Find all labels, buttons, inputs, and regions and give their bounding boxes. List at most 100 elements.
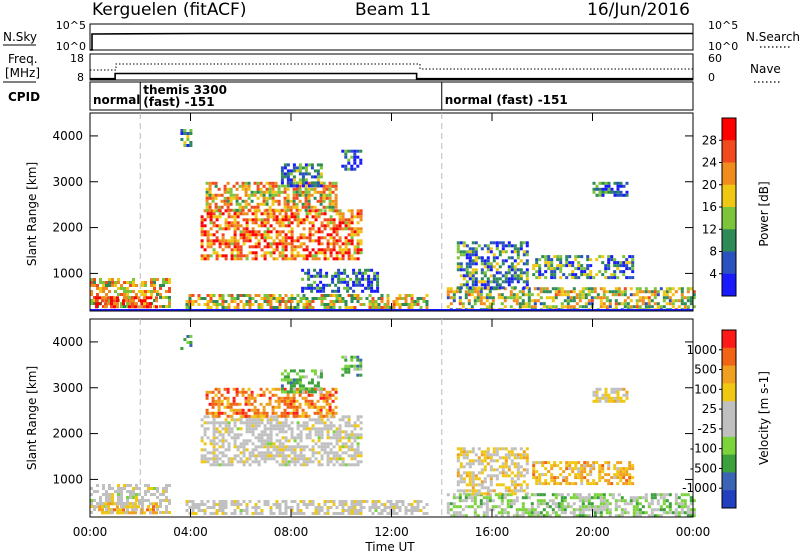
heatmap-cell (221, 509, 225, 512)
heatmap-cell (257, 418, 261, 422)
heatmap-cell (347, 239, 351, 243)
heatmap-cell (338, 512, 342, 515)
heatmap-cell (329, 242, 333, 246)
heatmap-cell (310, 175, 314, 179)
heatmap-cell (516, 474, 520, 478)
heatmap-cell (577, 470, 581, 474)
heatmap-cell (308, 227, 312, 231)
heatmap-cell (111, 499, 114, 502)
heatmap-cell (349, 277, 353, 281)
heatmap-cell (99, 278, 102, 281)
heatmap-cell (513, 465, 517, 469)
heatmap-cell (325, 193, 329, 197)
heatmap-cell (266, 436, 270, 440)
heatmap-cell (117, 278, 120, 281)
heatmap-cell (316, 408, 320, 412)
heatmap-cell (619, 399, 623, 403)
heatmap-cell (323, 306, 327, 309)
heatmap-cell (495, 241, 499, 245)
heatmap-cell (350, 218, 354, 222)
heatmap-cell (544, 276, 548, 280)
heatmap-cell (298, 208, 302, 212)
heatmap-cell (486, 450, 490, 454)
heatmap-cell (653, 302, 657, 306)
heatmap-cell (560, 290, 564, 294)
heatmap-cell (314, 251, 318, 255)
heatmap-cell (283, 402, 287, 406)
heatmap-cell (230, 503, 234, 506)
heatmap-cell (253, 405, 257, 409)
heatmap-cell (525, 453, 529, 457)
heatmap-cell (259, 190, 263, 194)
heatmap-cell (569, 305, 573, 309)
heatmap-cell (329, 254, 333, 258)
heatmap-cell (95, 296, 98, 300)
heatmap-cell (295, 169, 299, 173)
heatmap-cell (224, 224, 228, 228)
nsky-tick-bottom: 10^0 (56, 40, 86, 53)
heatmap-cell (527, 299, 531, 303)
heatmap-cell (235, 402, 239, 406)
heatmap-cell (284, 257, 288, 261)
heatmap-cell (596, 505, 600, 509)
heatmap-cell (320, 463, 324, 467)
heatmap-cell (266, 418, 270, 422)
cpid-label: CPID (8, 90, 40, 104)
heatmap-cell (147, 490, 150, 493)
heatmap-cell (244, 399, 248, 403)
heatmap-cell (416, 303, 420, 306)
heatmap-cell (341, 457, 345, 461)
heatmap-cell (656, 305, 660, 309)
heatmap-cell (331, 208, 335, 212)
heatmap-cell (271, 196, 275, 200)
heatmap-cell (580, 476, 584, 480)
heatmap-cell (376, 271, 380, 275)
heatmap-cell (628, 276, 632, 280)
heatmap-cell (596, 293, 600, 297)
heatmap-cell (545, 305, 549, 309)
heatmap-cell (596, 493, 600, 497)
heatmap-cell (329, 218, 333, 222)
heatmap-cell (501, 465, 505, 469)
heatmap-cell (191, 303, 195, 306)
heatmap-cell (464, 296, 468, 300)
heatmap-cell (250, 390, 254, 394)
heatmap-cell (553, 461, 557, 465)
heatmap-cell (542, 508, 546, 512)
heatmap-cell (483, 244, 487, 248)
heatmap-cell (256, 187, 260, 191)
heatmap-cell (293, 248, 297, 252)
heatmap-cell (641, 505, 645, 509)
heatmap-cell (90, 487, 93, 490)
heatmap-cell (298, 381, 302, 385)
heatmap-cell (245, 221, 249, 225)
heatmap-cell (245, 448, 249, 452)
heatmap-cell (257, 294, 261, 297)
heatmap-cell (286, 202, 290, 206)
heatmap-cell (313, 402, 317, 406)
heatmap-cell (152, 511, 155, 515)
heatmap-cell (592, 464, 596, 468)
heatmap-cell (504, 489, 508, 493)
heatmap-cell (208, 208, 212, 212)
heatmap-cell (310, 393, 314, 397)
heatmap-cell (131, 305, 134, 309)
heatmap-cell (474, 492, 478, 496)
heatmap-cell (559, 264, 563, 268)
heatmap-cell (263, 239, 267, 243)
heatmap-cell (547, 258, 551, 262)
heatmap-cell (168, 305, 171, 308)
heatmap-cell (245, 442, 249, 446)
heatmap-cell (541, 461, 545, 465)
heatmap-cell (635, 305, 639, 309)
heatmap-cell (334, 187, 338, 191)
heatmap-cell (236, 227, 240, 231)
heatmap-cell (298, 384, 302, 388)
heatmap-cell (138, 499, 141, 502)
heatmap-cell (456, 456, 460, 460)
heatmap-cell (235, 196, 239, 200)
heatmap-cell (233, 424, 237, 428)
heatmap-cell (305, 424, 309, 428)
heatmap-cell (296, 218, 300, 222)
heatmap-cell (254, 436, 258, 440)
